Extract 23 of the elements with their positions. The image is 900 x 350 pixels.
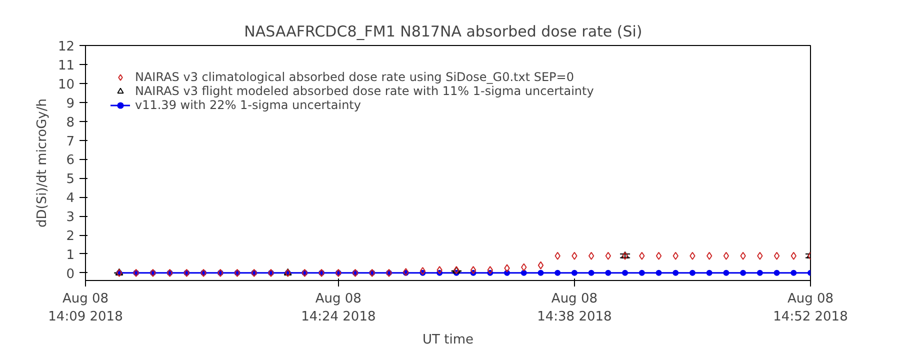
x-tick-label: Aug 08 14:38 2018 [537, 292, 612, 324]
y-tick-label: 11 [58, 58, 75, 74]
x-tick-label: Aug 08 14:24 2018 [301, 292, 376, 324]
legend-label: NAIRAS v3 climatological absorbed dose rate using SiDose_G0.txt SEP=0 [135, 70, 574, 84]
y-tick-label: 12 [58, 40, 75, 54]
y-tick-label: 0 [66, 266, 75, 282]
x-axis-title: UT time [422, 332, 474, 348]
legend-label: v11.39 with 22% 1-sigma uncertainty [135, 98, 361, 112]
y-tick-label: 4 [66, 191, 75, 206]
y-tick-label: 10 [58, 77, 75, 92]
y-tick-label: 3 [66, 210, 75, 226]
y-tick-label: 7 [66, 134, 75, 150]
x-tick-label: Aug 08 14:09 2018 [48, 292, 123, 324]
y-tick-label: 2 [66, 229, 75, 244]
y-axis-title: dD(Si)/dt microGy/h [34, 98, 50, 228]
x-tick-label: Aug 08 14:52 2018 [773, 292, 848, 324]
y-tick-label: 5 [66, 172, 75, 188]
chart-title: NASAAFRCDC8_FM1 N817NA absorbed dose rate (Si) [244, 22, 642, 40]
y-tick-label: 6 [66, 153, 75, 168]
legend-label: NAIRAS v3 flight modeled absorbed dose rate with 11% 1-sigma uncertainty [135, 84, 594, 98]
y-tick-label: 8 [66, 115, 75, 130]
y-tick-label: 9 [66, 96, 75, 112]
y-tick-label: 1 [66, 248, 75, 263]
